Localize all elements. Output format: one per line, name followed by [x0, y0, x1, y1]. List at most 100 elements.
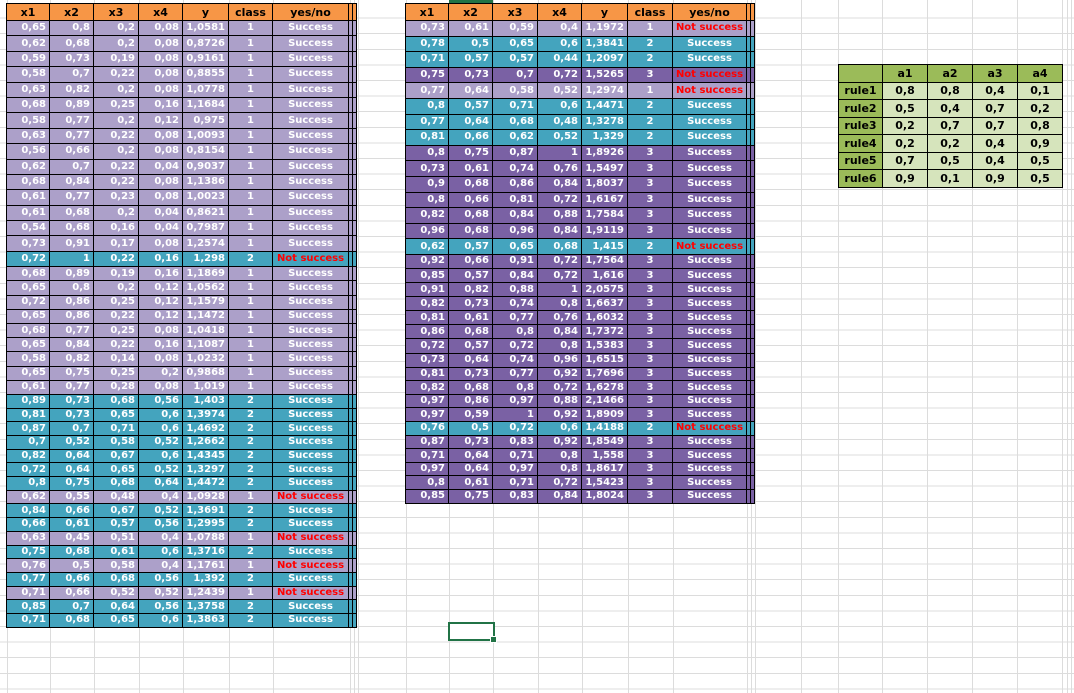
cell[interactable]: 0,86: [448, 393, 493, 409]
yesno-cell[interactable]: Success: [272, 337, 349, 353]
class-cell[interactable]: 2: [627, 129, 673, 146]
cell[interactable]: 1,6515: [581, 352, 628, 368]
cell[interactable]: 0,56: [138, 599, 183, 614]
class-cell[interactable]: 3: [627, 175, 673, 193]
yesno-cell[interactable]: Success: [672, 489, 747, 504]
filler-cell[interactable]: [352, 50, 357, 68]
cell[interactable]: 0,7: [882, 151, 928, 170]
cell[interactable]: 1,2995: [182, 517, 229, 532]
filler-header[interactable]: [750, 3, 755, 21]
cell[interactable]: 0,8726: [182, 35, 229, 52]
cell[interactable]: 0,68: [448, 222, 493, 240]
filler-cell[interactable]: [352, 294, 357, 310]
cell[interactable]: 0,65: [93, 462, 139, 478]
cell[interactable]: 0,66: [49, 571, 94, 587]
class-cell[interactable]: 2: [228, 544, 273, 560]
cell[interactable]: 0,8: [882, 81, 928, 100]
class-cell[interactable]: 1: [228, 294, 273, 310]
cell[interactable]: 0,8: [405, 475, 449, 490]
cell[interactable]: 1,8024: [581, 489, 628, 504]
cell[interactable]: 1,8909: [581, 407, 628, 423]
class-cell[interactable]: 1: [228, 19, 273, 37]
yesno-cell[interactable]: Success: [672, 267, 747, 284]
class-cell[interactable]: 2: [228, 503, 273, 519]
cell[interactable]: 1,6637: [581, 296, 628, 312]
yesno-cell[interactable]: Success: [272, 322, 349, 339]
cell[interactable]: 0,77: [6, 571, 50, 587]
cell[interactable]: 0,91: [492, 253, 538, 270]
cell[interactable]: 0,72: [6, 462, 50, 478]
filler-cell[interactable]: [750, 82, 755, 99]
column-header[interactable]: class: [228, 3, 273, 21]
cell[interactable]: 0,5: [49, 558, 94, 573]
cell[interactable]: 0,85: [405, 489, 449, 504]
cell[interactable]: 0,74: [492, 160, 538, 177]
filler-cell[interactable]: [352, 112, 357, 129]
cell[interactable]: 0,22: [93, 158, 139, 175]
cell[interactable]: 0,08: [138, 35, 183, 52]
yesno-cell[interactable]: Success: [272, 544, 349, 560]
yesno-cell[interactable]: Success: [672, 461, 747, 477]
cell[interactable]: 0,65: [93, 407, 139, 423]
cell[interactable]: 0,84: [49, 337, 94, 353]
yesno-cell[interactable]: Success: [272, 571, 349, 587]
cell[interactable]: 0,9: [1017, 134, 1063, 153]
cell[interactable]: 0,73: [49, 407, 94, 423]
yesno-cell[interactable]: Success: [272, 448, 349, 464]
cell[interactable]: 0,48: [537, 113, 582, 131]
cell[interactable]: 0,7: [6, 435, 50, 450]
cell[interactable]: 0,61: [448, 310, 493, 326]
cell[interactable]: 0,5: [1017, 151, 1063, 170]
cell[interactable]: 0,51: [93, 530, 139, 546]
cell[interactable]: 0,7: [492, 66, 538, 84]
cell[interactable]: 0,65: [6, 308, 50, 325]
cell[interactable]: 0,48: [93, 489, 139, 505]
cell[interactable]: 0,1: [927, 169, 973, 188]
cell[interactable]: 0,6: [537, 35, 582, 53]
cell[interactable]: 0,2: [93, 81, 139, 98]
cell[interactable]: 0,8: [1017, 116, 1063, 135]
cell[interactable]: 0,72: [6, 294, 50, 310]
cell[interactable]: 0,68: [6, 322, 50, 339]
cell[interactable]: 0,56: [138, 393, 183, 409]
cell[interactable]: 0,61: [93, 544, 139, 560]
cell[interactable]: 0,6: [537, 97, 582, 115]
cell[interactable]: 0,16: [138, 250, 183, 268]
column-header[interactable]: x4: [138, 3, 183, 21]
cell[interactable]: 0,9037: [182, 158, 229, 175]
cell[interactable]: 2,1466: [581, 393, 628, 409]
cell[interactable]: 1,2974: [581, 82, 628, 99]
cell[interactable]: 0,08: [138, 322, 183, 339]
yesno-cell[interactable]: Success: [672, 407, 747, 423]
filler-cell[interactable]: [750, 222, 755, 240]
cell[interactable]: 1,4472: [182, 476, 229, 491]
cell[interactable]: 0,2: [93, 204, 139, 222]
filler-cell[interactable]: [352, 280, 357, 296]
cell[interactable]: 0,64: [448, 82, 493, 99]
cell[interactable]: 0,92: [405, 253, 449, 270]
cell[interactable]: 0,12: [138, 294, 183, 310]
filler-cell[interactable]: [750, 393, 755, 409]
cell[interactable]: 1,1386: [182, 173, 229, 191]
cell[interactable]: 1,3716: [182, 544, 229, 560]
yesno-cell[interactable]: Success: [272, 379, 349, 395]
filler-cell[interactable]: [352, 235, 357, 252]
cell[interactable]: 0,8: [49, 280, 94, 296]
filler-cell[interactable]: [750, 129, 755, 146]
yesno-cell[interactable]: Not success: [672, 66, 747, 84]
class-cell[interactable]: 2: [228, 571, 273, 587]
cell[interactable]: 0,68: [492, 113, 538, 131]
cell[interactable]: 0,72: [405, 338, 449, 354]
filler-cell[interactable]: [352, 379, 357, 395]
class-cell[interactable]: 1: [228, 322, 273, 339]
cell[interactable]: 0,87: [6, 421, 50, 436]
cell[interactable]: 1,1972: [581, 20, 628, 37]
cell[interactable]: 0,71: [6, 585, 50, 601]
selected-cell[interactable]: [448, 622, 497, 643]
cell[interactable]: 0,73: [448, 434, 493, 450]
class-cell[interactable]: 3: [627, 475, 673, 490]
cell[interactable]: 0,77: [492, 366, 538, 382]
filler-cell[interactable]: [352, 585, 357, 601]
cell[interactable]: 0,62: [6, 158, 50, 175]
cell[interactable]: 0,73: [6, 235, 50, 252]
